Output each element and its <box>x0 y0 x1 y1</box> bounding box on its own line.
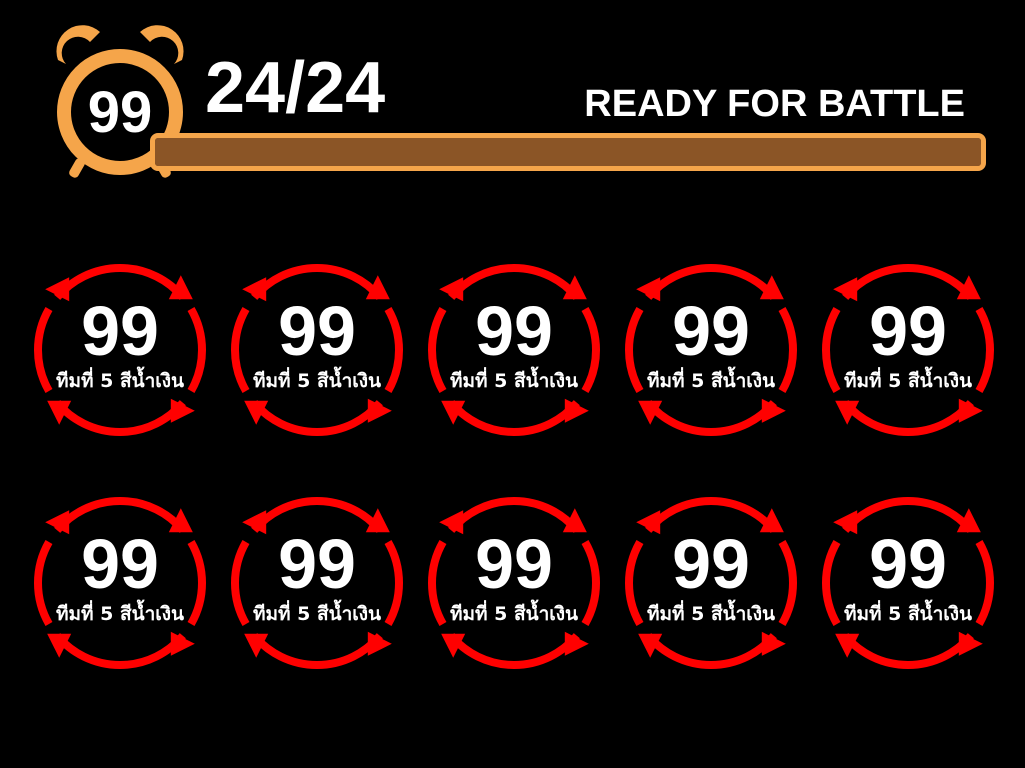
ring-arrows-icon <box>231 497 403 669</box>
team-label: ทีมที่ 5 สีน้ำเงิน <box>843 370 973 392</box>
ring-arrows-icon <box>822 497 994 669</box>
progress-bar <box>150 133 986 171</box>
team-label: ทีมที่ 5 สีน้ำเงิน <box>449 603 579 625</box>
team-label: ทีมที่ 5 สีน้ำเงิน <box>646 370 776 392</box>
team-label: ทีมที่ 5 สีน้ำเงิน <box>843 603 973 625</box>
team-score: 99 <box>672 525 750 603</box>
team-card[interactable]: 99 ทีมที่ 5 สีน้ำเงิน <box>25 255 215 445</box>
team-score: 99 <box>869 292 947 370</box>
ring-arrows-icon <box>34 497 206 669</box>
team-card[interactable]: 99 ทีมที่ 5 สีน้ำเงิน <box>616 255 806 445</box>
team-card[interactable]: 99 ทีมที่ 5 สีน้ำเงิน <box>222 488 412 678</box>
team-card[interactable]: 99 ทีมที่ 5 สีน้ำเงิน <box>25 488 215 678</box>
team-card[interactable]: 99 ทีมที่ 5 สีน้ำเงิน <box>813 488 1003 678</box>
ring-arrows-icon <box>34 264 206 436</box>
team-card[interactable]: 99 ทีมที่ 5 สีน้ำเงิน <box>222 255 412 445</box>
round-counter: 24/24 <box>205 48 386 128</box>
team-card[interactable]: 99 ทีมที่ 5 สีน้ำเงิน <box>813 255 1003 445</box>
team-score: 99 <box>81 525 159 603</box>
team-score: 99 <box>475 525 553 603</box>
team-score: 99 <box>475 292 553 370</box>
team-card[interactable]: 99 ทีมที่ 5 สีน้ำเงิน <box>419 488 609 678</box>
team-score: 99 <box>81 292 159 370</box>
team-card[interactable]: 99 ทีมที่ 5 สีน้ำเงิน <box>616 488 806 678</box>
ring-arrows-icon <box>428 264 600 436</box>
team-label: ทีมที่ 5 สีน้ำเงิน <box>55 603 185 625</box>
team-score: 99 <box>278 292 356 370</box>
team-label: ทีมที่ 5 สีน้ำเงิน <box>252 370 382 392</box>
progress-fill <box>155 138 981 166</box>
header-bar: 99 24/24 READY FOR BATTLE <box>0 0 1025 200</box>
team-score: 99 <box>869 525 947 603</box>
ring-arrows-icon <box>428 497 600 669</box>
ring-arrows-icon <box>625 264 797 436</box>
team-score: 99 <box>278 525 356 603</box>
team-label: ทีมที่ 5 สีน้ำเงิน <box>449 370 579 392</box>
ring-arrows-icon <box>822 264 994 436</box>
team-label: ทีมที่ 5 สีน้ำเงิน <box>55 370 185 392</box>
team-label: ทีมที่ 5 สีน้ำเงิน <box>252 603 382 625</box>
team-label: ทีมที่ 5 สีน้ำเงิน <box>646 603 776 625</box>
team-grid: 99 ทีมที่ 5 สีน้ำเงิน 99 ทีมที่ 5 สีน้ำเ… <box>25 255 1015 685</box>
alarm-clock-icon: 99 <box>40 20 200 180</box>
team-score: 99 <box>672 292 750 370</box>
ring-arrows-icon <box>625 497 797 669</box>
ring-arrows-icon <box>231 264 403 436</box>
team-card[interactable]: 99 ทีมที่ 5 สีน้ำเงิน <box>419 255 609 445</box>
clock-value: 99 <box>87 80 153 145</box>
status-text: READY FOR BATTLE <box>584 83 965 125</box>
